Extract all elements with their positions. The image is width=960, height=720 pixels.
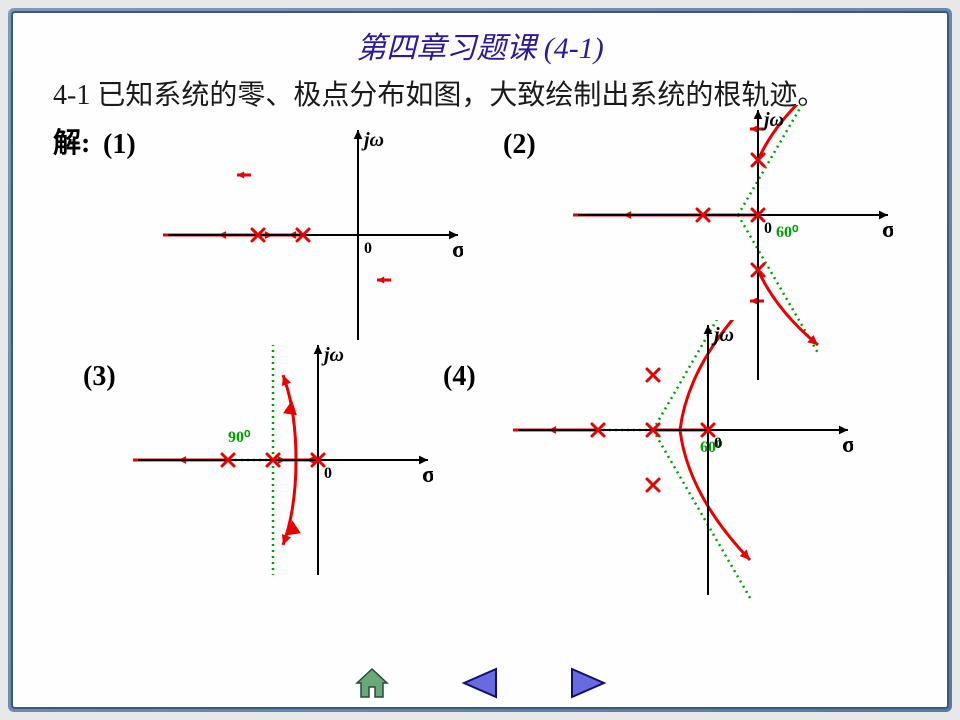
chart-1: σ jω 0 (163, 125, 463, 345)
triangle-left-icon (458, 667, 502, 699)
svg-text:σ: σ (422, 462, 433, 488)
slide-area: 第四章习题课 (4-1) 4-1 已知系统的零、极点分布如图，大致绘制出系统的根… (11, 11, 949, 709)
chart-2: 60⁰σjω0 (573, 105, 873, 325)
home-icon (353, 667, 391, 699)
svg-text:σ: σ (882, 217, 893, 243)
prev-button[interactable] (456, 665, 504, 701)
svg-text:σ: σ (842, 432, 853, 458)
svg-text:jω: jω (321, 344, 344, 366)
svg-text:0: 0 (764, 220, 772, 237)
chart-4: 60⁰σjω0 (513, 320, 813, 540)
label-1: (1) (103, 129, 136, 161)
chart-grid: (1) (2) (3) (4) σjω0 60⁰σjω0 90⁰σjω0 60⁰… (53, 125, 913, 585)
svg-text:jω: jω (761, 109, 784, 131)
svg-text:jω: jω (711, 324, 734, 346)
slide-title: 第四章习题课 (4-1) (13, 13, 947, 71)
window-frame: 第四章习题课 (4-1) 4-1 已知系统的零、极点分布如图，大致绘制出系统的根… (8, 8, 952, 712)
title-text: 第四章习题课 (4-1) (356, 32, 603, 65)
svg-text:jω: jω (361, 129, 384, 151)
label-3: (3) (83, 361, 116, 393)
nav-bar (13, 665, 947, 701)
svg-text:σ: σ (452, 237, 463, 263)
svg-text:0: 0 (324, 465, 332, 482)
svg-text:60⁰: 60⁰ (776, 224, 799, 241)
label-2: (2) (503, 129, 536, 161)
home-button[interactable] (348, 665, 396, 701)
content-area: 4-1 已知系统的零、极点分布如图，大致绘制出系统的根轨迹。 解: (1) (2… (13, 71, 947, 585)
chart-3: 90⁰ σ jω 0 (133, 340, 433, 560)
triangle-right-icon (566, 667, 610, 699)
next-button[interactable] (564, 665, 612, 701)
svg-text:0: 0 (364, 240, 372, 257)
label-4: (4) (443, 361, 476, 393)
svg-text:90⁰: 90⁰ (228, 429, 251, 446)
svg-text:0: 0 (714, 435, 722, 452)
